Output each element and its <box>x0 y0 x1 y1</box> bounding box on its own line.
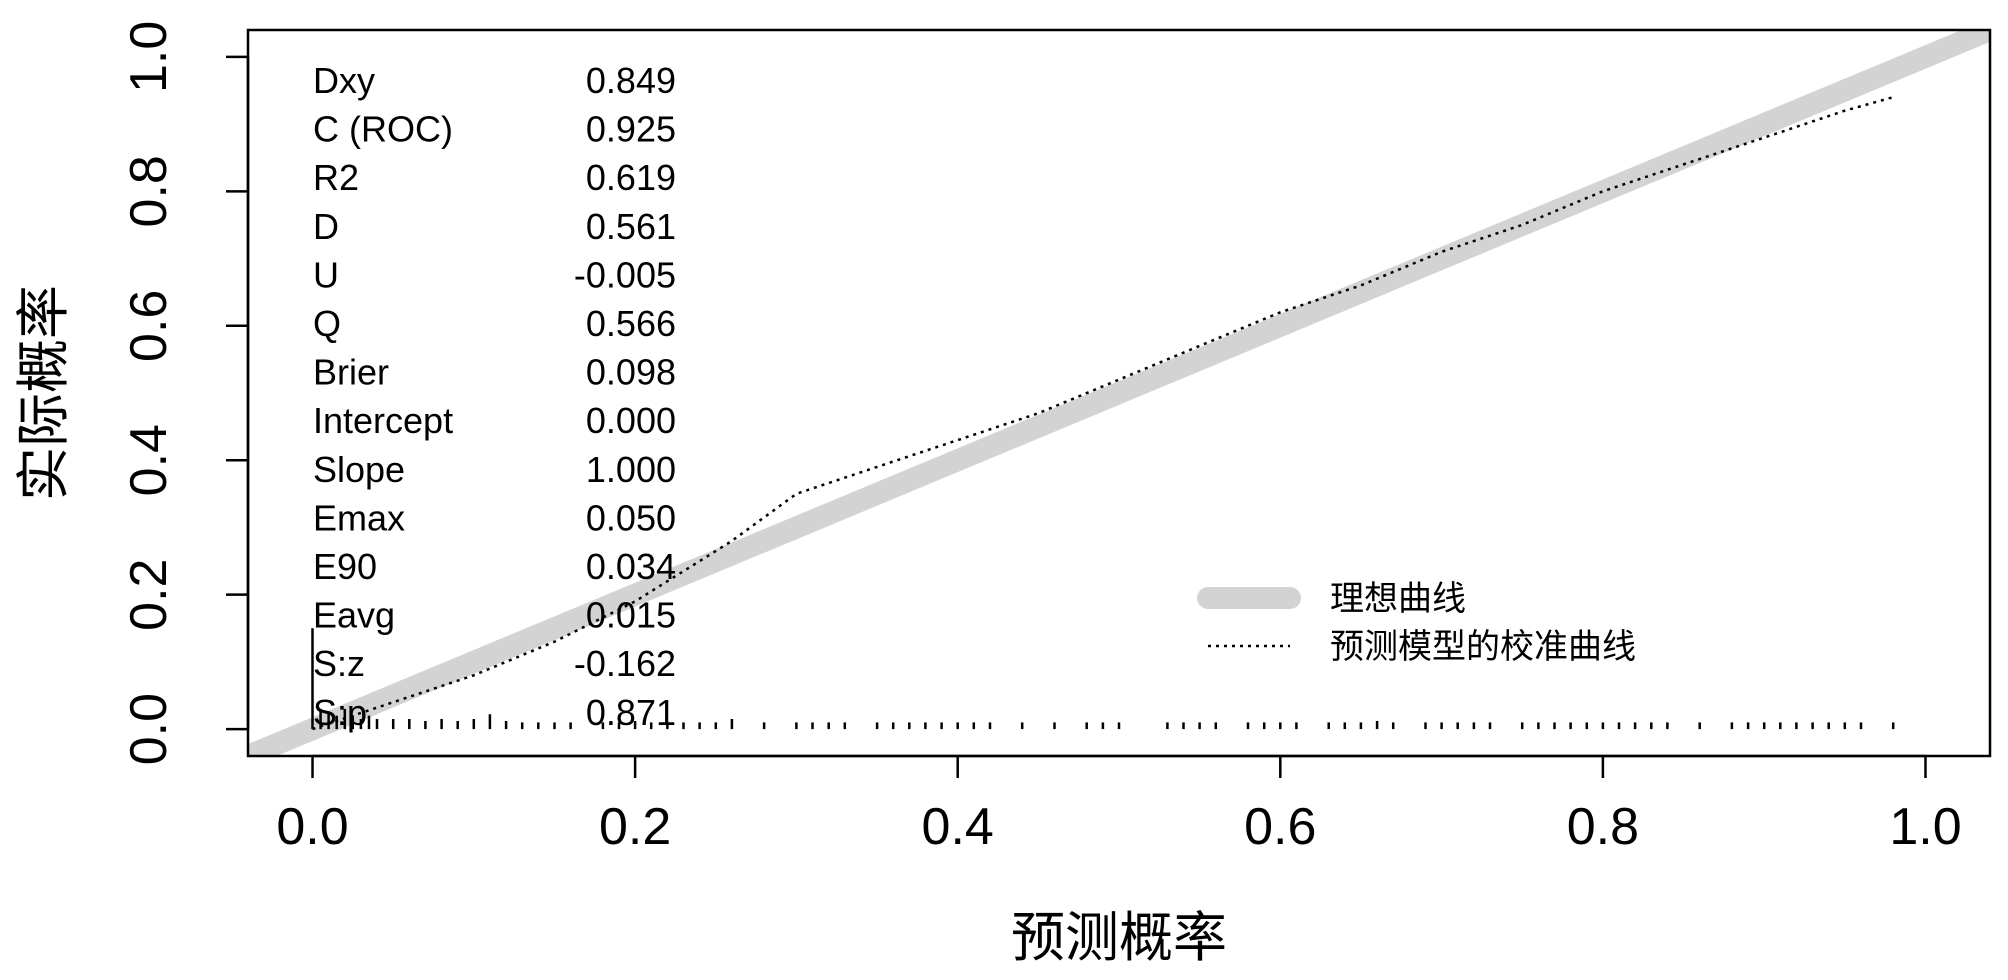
stat-value: 0.015 <box>586 595 676 636</box>
stat-value: 1.000 <box>586 449 676 490</box>
stat-label: C (ROC) <box>313 109 453 150</box>
stat-label: Emax <box>313 497 405 538</box>
stat-label: Q <box>313 303 341 344</box>
y-tick-label: 1.0 <box>120 21 178 93</box>
stat-value: 0.619 <box>586 157 676 198</box>
stat-label: S:p <box>313 692 367 733</box>
y-tick-label: 0.0 <box>120 693 178 765</box>
x-tick-label: 1.0 <box>1889 798 1961 856</box>
y-tick-label: 0.2 <box>120 559 178 631</box>
x-tick-label: 0.6 <box>1244 798 1316 856</box>
x-tick-label: 0.2 <box>599 798 671 856</box>
stat-label: D <box>313 206 339 247</box>
x-axis: 0.0 0.2 0.4 0.6 0.8 1.0 <box>276 754 1962 856</box>
stat-label: Eavg <box>313 595 395 636</box>
x-axis-label: 预测概率 <box>1011 906 1227 969</box>
x-tick-label: 0.0 <box>276 798 348 856</box>
calibration-curve <box>312 95 1894 731</box>
y-tick-label: 0.4 <box>120 424 178 496</box>
stat-label: Slope <box>313 449 405 490</box>
legend-label-calibration: 预测模型的校准曲线 <box>1330 627 1636 667</box>
legend-label-ideal: 理想曲线 <box>1330 579 1466 619</box>
ideal-line <box>248 30 1990 756</box>
stat-value: 0.098 <box>586 352 676 393</box>
x-tick-label: 0.8 <box>1567 798 1639 856</box>
stat-label: R2 <box>313 157 359 198</box>
stat-value: 0.050 <box>586 497 676 538</box>
stat-value: -0.005 <box>574 254 676 295</box>
stat-label: Intercept <box>313 400 453 441</box>
stat-value: 0.925 <box>586 109 676 150</box>
y-axis-label: 实际概率 <box>12 285 75 501</box>
y-axis: 0.0 0.2 0.4 0.6 0.8 1.0 <box>120 21 250 765</box>
stat-value: 0.871 <box>586 692 676 733</box>
stat-label: Brier <box>313 352 389 393</box>
y-tick-label: 0.8 <box>120 155 178 227</box>
stat-label: U <box>313 254 339 295</box>
stats-table: Dxy 0.849 C (ROC) 0.925 R2 0.619 D 0.561 U -0.005… <box>313 60 676 733</box>
stat-label: S:z <box>313 643 365 684</box>
stat-value: 0.034 <box>586 546 676 587</box>
x-tick-label: 0.4 <box>922 798 994 856</box>
stat-value: 0.000 <box>586 400 676 441</box>
stat-value: 0.849 <box>586 60 676 101</box>
stat-value: 0.561 <box>586 206 676 247</box>
stat-value: -0.162 <box>574 643 676 684</box>
stat-label: Dxy <box>313 60 375 101</box>
stat-value: 0.566 <box>586 303 676 344</box>
stat-label: E90 <box>313 546 377 587</box>
y-tick-label: 0.6 <box>120 290 178 362</box>
